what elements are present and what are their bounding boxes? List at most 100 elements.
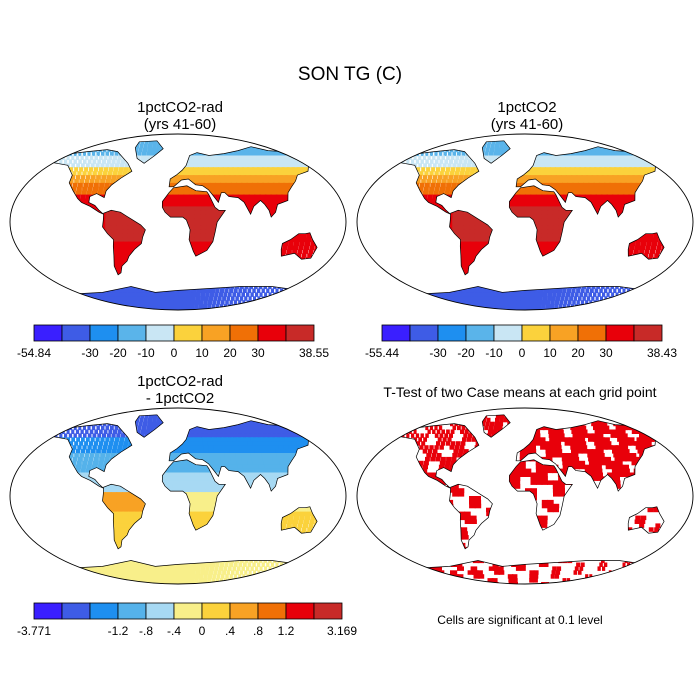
grid-cell [311, 159, 320, 164]
grid-cell [40, 277, 48, 282]
grid-cell [35, 167, 38, 172]
grid-cell [290, 140, 299, 145]
grid-cell [259, 136, 267, 141]
grid-cell [91, 140, 93, 145]
grid-cell [294, 144, 303, 149]
grid-cell [25, 175, 29, 180]
grid-cell [312, 277, 315, 282]
grid-cell [283, 136, 291, 141]
grid-cell [78, 304, 86, 309]
grid-cell [77, 308, 85, 313]
grid-cell [245, 304, 248, 309]
grid-cell [299, 140, 308, 145]
grid-cell [290, 300, 292, 305]
grid-cell [61, 136, 62, 141]
grid-cell [84, 167, 88, 172]
grid-cell [86, 304, 94, 309]
grid-cell [106, 136, 109, 141]
grid-cell [102, 159, 106, 164]
grid-cell [89, 308, 97, 313]
grid-cell [83, 159, 87, 164]
grid-cell [65, 152, 68, 157]
grid-cell [59, 296, 67, 301]
grid-cell [261, 304, 263, 309]
grid-cell [308, 156, 317, 161]
grid-cell [291, 136, 300, 141]
grid-cell [319, 273, 322, 278]
grid-cell [260, 300, 263, 305]
grid-cell [86, 163, 90, 168]
grid-cell [138, 308, 144, 313]
grid-cell [285, 300, 287, 305]
grid-cell [305, 292, 307, 297]
grid-cell [98, 171, 103, 176]
grid-cell [274, 140, 282, 145]
grid-cell [285, 144, 293, 149]
grid-cell [137, 152, 141, 157]
grid-cell [303, 289, 305, 294]
grid-cell [270, 140, 278, 145]
grid-cell [76, 191, 81, 196]
grid-cell [62, 300, 70, 305]
grid-cell [257, 140, 265, 145]
grid-cell [40, 285, 49, 290]
grid-cell [74, 304, 82, 309]
grid-cell [77, 136, 79, 141]
grid-cell [89, 136, 91, 141]
grid-cell [37, 281, 46, 286]
grid-cell [265, 140, 273, 145]
grid-cell [92, 300, 100, 305]
grid-cell [142, 152, 147, 157]
grid-cell [58, 144, 60, 149]
grid-cell [306, 159, 314, 164]
grid-cell [102, 136, 104, 141]
grid-cell [50, 285, 58, 290]
grid-cell [316, 167, 324, 172]
grid-cell [101, 175, 106, 180]
grid-cell [303, 156, 311, 161]
panel-2-title-line-1: 1pctCO2 [397, 99, 657, 116]
grid-cell [103, 171, 108, 176]
grid-cell [286, 140, 294, 145]
grid-cell [108, 171, 113, 176]
grid-cell [81, 136, 83, 141]
grid-cell [279, 136, 287, 141]
grid-cell [333, 257, 337, 262]
grid-cell [58, 300, 67, 305]
grid-cell [120, 163, 125, 168]
grid-cell [93, 136, 95, 141]
grid-cell [57, 289, 65, 294]
grid-cell [63, 296, 71, 301]
grid-cell [321, 277, 324, 282]
grid-cell [93, 136, 95, 141]
grid-cell [70, 140, 72, 145]
grid-cell [70, 304, 78, 309]
grid-cell [82, 140, 84, 145]
grid-cell [294, 289, 297, 294]
grid-cell [324, 171, 332, 176]
grid-cell [261, 140, 269, 145]
grid-cell [287, 136, 296, 141]
grid-cell [106, 308, 113, 313]
grid-cell [85, 136, 87, 141]
grid-cell [265, 140, 273, 145]
grid-cell [257, 140, 265, 145]
grid-cell [64, 159, 67, 164]
grid-cell [143, 148, 147, 153]
grid-cell [51, 152, 53, 157]
grid-cell [278, 140, 286, 145]
grid-cell [308, 156, 317, 161]
grid-cell [277, 144, 285, 149]
grid-cell [110, 136, 113, 141]
grid-cell [61, 308, 70, 313]
grid-cell [70, 140, 72, 145]
grid-cell [77, 171, 81, 176]
grid-cell [20, 261, 28, 266]
grid-cell [87, 191, 92, 196]
grid-cell [33, 163, 36, 168]
grid-cell [263, 308, 265, 313]
grid-cell [331, 261, 335, 266]
grid-cell [263, 136, 271, 141]
grid-cell [53, 156, 56, 161]
grid-cell [324, 273, 327, 278]
